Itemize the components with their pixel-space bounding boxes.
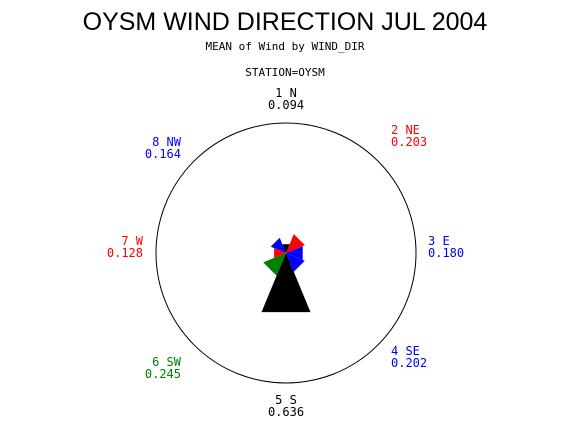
direction-label-w: 7 W [121, 234, 143, 248]
petal-se [286, 253, 305, 272]
direction-value-e: 0.180 [428, 246, 464, 260]
direction-label-se: 4 SE [391, 344, 420, 358]
direction-label-e: 3 E [428, 234, 450, 248]
direction-value-ne: 0.203 [391, 135, 427, 149]
direction-label-s: 5 S [275, 393, 297, 407]
direction-labels: 1 N0.094 2 NE0.203 3 E0.180 4 SE0.202 5 S0.6… [107, 86, 464, 419]
chart-title: OYSM WIND DIRECTION JUL 2004 [83, 8, 488, 36]
petal-ne [286, 234, 305, 253]
direction-value-se: 0.202 [391, 356, 427, 370]
compass-circle [155, 122, 417, 384]
direction-value-s: 0.636 [268, 405, 304, 419]
direction-label-sw: 6 SW [152, 355, 182, 369]
wind-petals [261, 234, 311, 313]
chart-subtitle: MEAN of Wind by WIND_DIR [206, 40, 365, 53]
direction-value-nw: 0.164 [145, 147, 181, 161]
petal-w [274, 248, 286, 258]
direction-label-nw: 8 NW [152, 135, 182, 149]
direction-label-ne: 2 NE [391, 123, 420, 137]
petal-s [261, 253, 311, 313]
direction-value-n: 0.094 [268, 98, 304, 112]
petal-e [286, 246, 303, 260]
petal-nw [270, 237, 286, 253]
direction-label-n: 1 N [275, 86, 297, 100]
petal-n [282, 244, 290, 253]
petal-sw [263, 253, 286, 276]
station-label: STATION=OYSM [245, 66, 325, 79]
direction-value-sw: 0.245 [145, 367, 181, 381]
direction-value-w: 0.128 [107, 246, 143, 260]
